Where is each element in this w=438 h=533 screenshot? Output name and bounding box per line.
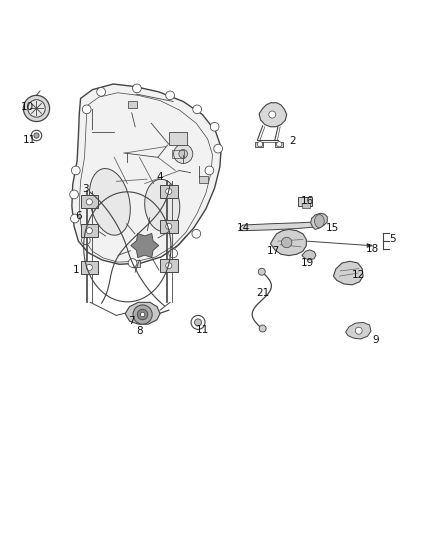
Bar [302, 203, 310, 207]
Circle shape [141, 312, 145, 317]
Circle shape [210, 123, 219, 131]
Polygon shape [160, 220, 177, 233]
Circle shape [173, 144, 193, 164]
Circle shape [28, 100, 45, 117]
Circle shape [71, 166, 80, 175]
Circle shape [166, 188, 172, 195]
Text: 14: 14 [237, 223, 250, 233]
Polygon shape [346, 322, 371, 339]
Circle shape [355, 327, 362, 334]
Circle shape [86, 199, 92, 205]
Polygon shape [81, 224, 98, 237]
Text: 5: 5 [389, 235, 396, 245]
Circle shape [133, 84, 141, 93]
Circle shape [194, 319, 201, 326]
Circle shape [81, 236, 90, 245]
Polygon shape [259, 103, 287, 127]
Text: 1: 1 [72, 265, 79, 275]
Text: 10: 10 [20, 102, 33, 112]
Polygon shape [240, 222, 316, 231]
Text: 11: 11 [196, 325, 209, 335]
Circle shape [82, 105, 91, 114]
Circle shape [34, 133, 39, 138]
Bar [255, 142, 263, 147]
Text: 16: 16 [300, 196, 314, 206]
Circle shape [166, 263, 172, 269]
Text: 7: 7 [128, 316, 135, 326]
Circle shape [128, 259, 137, 268]
Text: 15: 15 [326, 223, 339, 233]
Circle shape [86, 228, 92, 234]
Polygon shape [125, 302, 160, 324]
Circle shape [269, 111, 276, 118]
Polygon shape [302, 250, 316, 260]
Circle shape [31, 130, 42, 141]
Circle shape [71, 214, 79, 223]
Circle shape [205, 166, 214, 175]
Polygon shape [131, 233, 159, 257]
Bar [275, 142, 283, 147]
Circle shape [259, 325, 266, 332]
Text: 3: 3 [82, 184, 89, 194]
Bar [169, 132, 187, 145]
Text: 6: 6 [75, 211, 82, 221]
Circle shape [138, 309, 148, 320]
Circle shape [277, 142, 282, 147]
Circle shape [169, 249, 177, 258]
Circle shape [70, 190, 78, 199]
Circle shape [214, 144, 223, 153]
Circle shape [191, 316, 205, 329]
Polygon shape [160, 259, 177, 272]
Polygon shape [333, 261, 363, 285]
Polygon shape [81, 195, 98, 208]
Bar [199, 176, 208, 183]
Text: 8: 8 [136, 326, 143, 336]
Ellipse shape [145, 179, 180, 231]
Text: 9: 9 [372, 335, 378, 345]
Polygon shape [271, 229, 306, 256]
Bar [172, 150, 184, 158]
Circle shape [97, 87, 106, 96]
Ellipse shape [89, 168, 131, 235]
Circle shape [166, 91, 174, 100]
Circle shape [166, 223, 172, 229]
Circle shape [258, 142, 263, 147]
Text: 2: 2 [289, 136, 296, 146]
Circle shape [179, 149, 187, 158]
Circle shape [258, 268, 265, 275]
Text: 4: 4 [157, 173, 163, 182]
Circle shape [192, 229, 201, 238]
Bar [298, 197, 312, 206]
Polygon shape [81, 261, 98, 274]
Polygon shape [72, 84, 221, 264]
Bar [132, 261, 141, 268]
Polygon shape [160, 185, 177, 198]
Text: 11: 11 [22, 135, 36, 145]
Circle shape [193, 105, 201, 114]
Text: 18: 18 [366, 244, 379, 254]
Circle shape [86, 264, 92, 270]
Ellipse shape [314, 215, 324, 228]
Circle shape [23, 95, 49, 122]
Circle shape [282, 237, 292, 248]
Text: 12: 12 [352, 270, 365, 280]
Text: 19: 19 [300, 258, 314, 268]
Text: 17: 17 [267, 246, 280, 256]
Bar [128, 101, 137, 108]
Polygon shape [311, 213, 327, 229]
Circle shape [133, 305, 152, 324]
Text: 21: 21 [256, 288, 269, 298]
